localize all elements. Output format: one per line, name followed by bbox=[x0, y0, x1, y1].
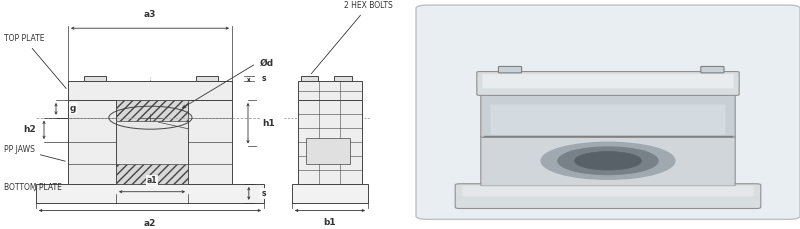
Text: a2: a2 bbox=[144, 219, 156, 228]
FancyBboxPatch shape bbox=[701, 66, 724, 73]
FancyBboxPatch shape bbox=[498, 66, 522, 73]
Bar bbox=[301, 76, 318, 81]
FancyBboxPatch shape bbox=[455, 184, 761, 209]
FancyBboxPatch shape bbox=[416, 5, 800, 219]
Text: b1: b1 bbox=[324, 218, 336, 227]
Text: PP JAWS: PP JAWS bbox=[4, 145, 66, 161]
Text: Ød: Ød bbox=[260, 59, 274, 68]
Text: TOP PLATE: TOP PLATE bbox=[4, 35, 66, 89]
Bar bbox=[298, 81, 362, 100]
Text: a3: a3 bbox=[144, 10, 156, 19]
FancyBboxPatch shape bbox=[462, 186, 754, 196]
Bar bbox=[68, 100, 232, 184]
Bar bbox=[298, 100, 362, 184]
Text: h2: h2 bbox=[23, 125, 36, 134]
Text: a1: a1 bbox=[146, 176, 158, 185]
Text: BOTTOM PLATE: BOTTOM PLATE bbox=[4, 183, 62, 191]
FancyBboxPatch shape bbox=[481, 136, 735, 186]
Bar bbox=[84, 76, 106, 81]
Circle shape bbox=[574, 152, 642, 170]
Text: 2 HEX BOLTS: 2 HEX BOLTS bbox=[311, 1, 393, 74]
Text: s: s bbox=[262, 189, 266, 198]
Bar bbox=[116, 100, 188, 184]
Bar bbox=[292, 184, 368, 203]
Circle shape bbox=[558, 147, 658, 175]
Circle shape bbox=[541, 142, 675, 179]
Bar bbox=[196, 76, 218, 81]
FancyBboxPatch shape bbox=[490, 104, 726, 135]
Bar bbox=[36, 184, 264, 203]
FancyBboxPatch shape bbox=[482, 74, 734, 88]
Bar bbox=[306, 138, 350, 164]
FancyBboxPatch shape bbox=[477, 71, 739, 95]
Bar bbox=[68, 81, 232, 100]
Text: s: s bbox=[262, 74, 266, 83]
Text: g: g bbox=[70, 104, 76, 113]
Bar bbox=[334, 76, 352, 81]
Text: h1: h1 bbox=[262, 119, 275, 128]
Bar bbox=[116, 121, 188, 164]
FancyBboxPatch shape bbox=[481, 94, 735, 137]
